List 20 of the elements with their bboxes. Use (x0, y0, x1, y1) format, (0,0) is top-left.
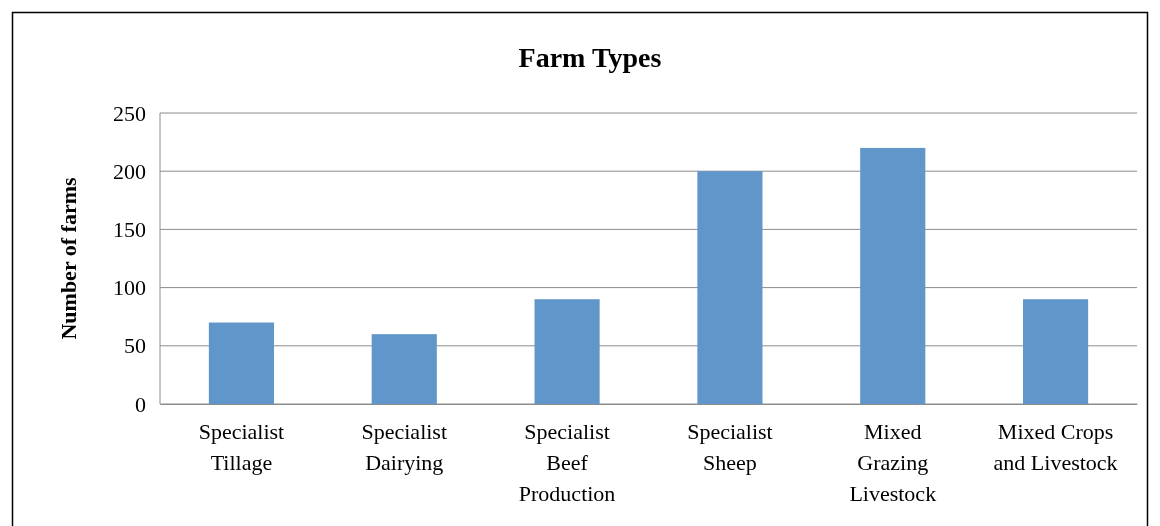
y-tick-label: 50 (124, 333, 146, 359)
bar (860, 147, 926, 404)
x-tick-label: Mixed Grazing Livestock (849, 419, 937, 506)
bar (1023, 299, 1089, 404)
x-tick-label: Specialist Dairying (361, 419, 448, 475)
x-tick-label: Specialist Sheep (687, 419, 773, 475)
y-tick-label: 200 (113, 158, 146, 184)
bar (208, 322, 274, 404)
y-tick-label: 0 (135, 391, 146, 417)
chart-title: Farm Types (518, 42, 662, 73)
x-tick-label: Mixed Crops and Livestock (993, 419, 1118, 475)
y-tick-label: 100 (113, 275, 146, 301)
bar (697, 171, 763, 404)
x-tick-label: Specialist Beef Production (518, 419, 616, 506)
x-tick-label: Specialist Tillage (198, 419, 285, 475)
y-tick-label: 150 (113, 216, 146, 242)
y-tick-label: 250 (113, 100, 146, 126)
bar (371, 334, 437, 404)
bar (534, 299, 600, 404)
y-axis-title: Number of farms (56, 177, 81, 340)
